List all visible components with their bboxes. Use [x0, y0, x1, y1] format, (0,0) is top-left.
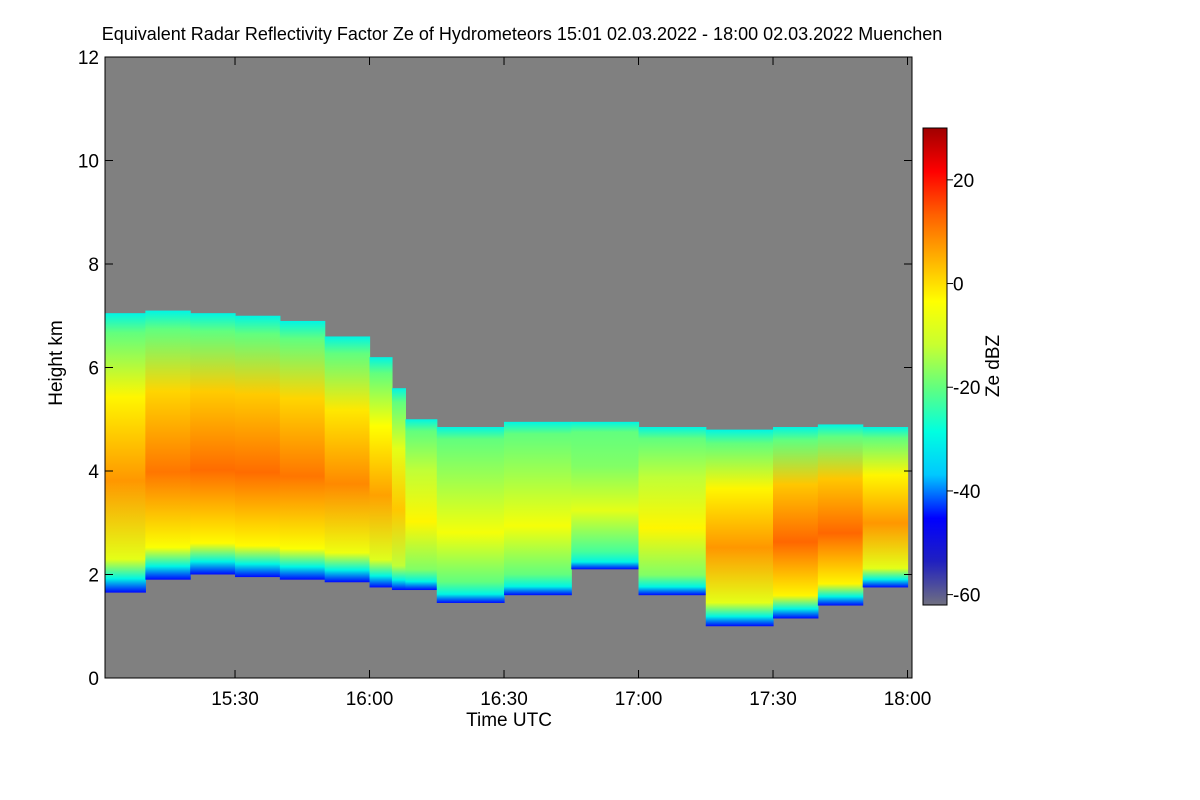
- echo-strip: [279, 320, 326, 580]
- colorbar-label: Ze dBZ: [983, 334, 1004, 397]
- echo-strip: [571, 421, 640, 570]
- colorbar-tick-label: -60: [953, 586, 980, 607]
- x-axis-label: Time UTC: [466, 710, 552, 731]
- echo-strip: [504, 421, 572, 596]
- echo-strip: [862, 427, 909, 588]
- x-tick-label: 15:30: [211, 689, 259, 710]
- colorbar-tick-label: -40: [953, 482, 980, 503]
- echo-strip: [105, 313, 146, 593]
- chart-title: Equivalent Radar Reflectivity Factor Ze …: [102, 24, 943, 44]
- echo-strip: [145, 310, 191, 580]
- x-tick-label: 18:00: [884, 689, 932, 710]
- y-axis: 0 2 4 6 8 10 12: [78, 48, 912, 690]
- y-tick-label: 2: [88, 566, 99, 587]
- y-tick-label: 10: [78, 152, 99, 173]
- colorbar-tick-label: 0: [953, 275, 964, 296]
- y-tick-label: 0: [88, 669, 99, 690]
- echo-strip: [190, 313, 236, 575]
- echo-strip: [705, 429, 774, 627]
- colorbar-tick-label: 20: [953, 171, 974, 192]
- echo-strip: [817, 424, 864, 606]
- echo-strip: [773, 427, 819, 619]
- echo-strip: [391, 388, 406, 591]
- echo-strip: [369, 357, 393, 588]
- y-axis-label: Height km: [46, 320, 67, 406]
- plot-area: [104, 56, 913, 679]
- x-axis: 15:30 16:00 16:30 17:00 17:30 18:00: [211, 57, 931, 710]
- y-tick-label: 12: [78, 48, 99, 69]
- echo-strip: [405, 419, 438, 591]
- x-tick-label: 16:30: [480, 689, 528, 710]
- colorbar: 20 0 -20 -40 -60 Ze dBZ: [922, 127, 1004, 607]
- echo-strip: [235, 315, 281, 578]
- x-tick-label: 17:30: [749, 689, 797, 710]
- x-tick-label: 16:00: [346, 689, 394, 710]
- colorbar-gradient: [922, 127, 948, 606]
- x-tick-label: 17:00: [615, 689, 663, 710]
- colorbar-tick-label: -20: [953, 378, 980, 399]
- echo-strip: [436, 427, 505, 603]
- y-tick-label: 6: [88, 359, 99, 380]
- y-tick-label: 4: [88, 462, 99, 483]
- echo-strip: [638, 427, 707, 596]
- echo-strip: [324, 336, 371, 583]
- y-tick-label: 8: [88, 255, 99, 276]
